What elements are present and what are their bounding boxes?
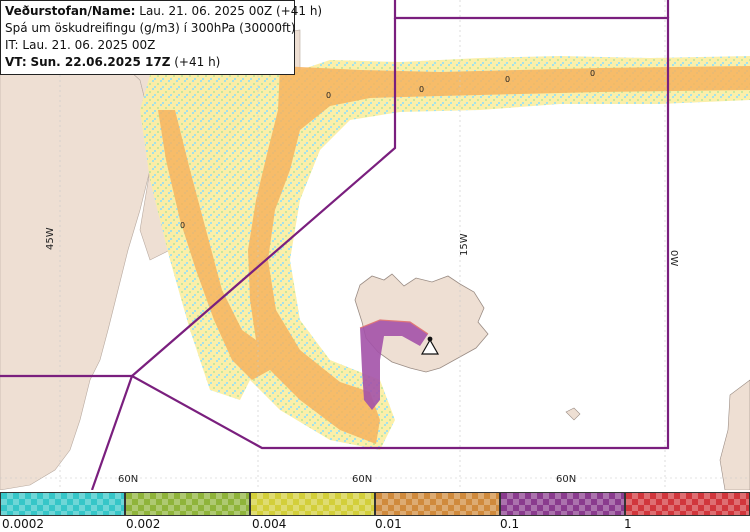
valid-time-line: VT: Sun. 22.06.2025 17Z (+41 h)	[5, 54, 290, 71]
ash-plume-high-edge	[359, 319, 429, 335]
legend-threshold-label: 0.1	[500, 517, 520, 531]
legend-threshold-label: 0.004	[252, 517, 287, 531]
name-value: Lau. 21. 06. 2025 00Z (+41 h)	[139, 4, 323, 18]
initial-time: IT: Lau. 21. 06. 2025 00Z	[5, 38, 156, 52]
concentration-legend: 0.0002 0.002 0.004 0.01 0.1 1	[0, 490, 750, 532]
lon-label-45w: 45W	[45, 227, 56, 250]
legend-threshold-label: 0.01	[375, 517, 402, 531]
contour-label: 0	[505, 75, 510, 84]
scandinavia-coast	[719, 379, 750, 490]
map-canvas: 45W 15W 0W 60N 60N 60N 0 0 0 0 0	[0, 0, 750, 490]
forecast-description: Spá um öskudreifingu (g/m3) í 300hPa (30…	[5, 21, 296, 35]
contour-label: 0	[590, 69, 595, 78]
name-key: Veðurstofan/Name:	[5, 4, 136, 18]
graticule-lines	[0, 0, 750, 490]
legend-bar-2	[250, 492, 375, 516]
legend-bar-0	[0, 492, 125, 516]
legend-bar-1	[125, 492, 250, 516]
lon-label-15w: 15W	[459, 233, 470, 256]
forecast-info-panel: Veðurstofan/Name: Lau. 21. 06. 2025 00Z …	[0, 0, 322, 75]
legend-threshold-label: 1	[624, 517, 632, 531]
contour-label: 0	[180, 221, 185, 230]
ash-plume-high	[360, 320, 428, 410]
contour-label: 0	[326, 91, 331, 100]
legend-threshold-label: 0.0002	[2, 517, 44, 531]
vt-offset: (+41 h)	[174, 55, 221, 69]
legend-bar-5	[625, 492, 750, 516]
name-line: Veðurstofan/Name: Lau. 21. 06. 2025 00Z …	[5, 3, 322, 20]
lon-label-0w: 0W	[668, 250, 679, 266]
legend-threshold-label: 0.002	[126, 517, 161, 531]
contour-label: 0	[419, 85, 424, 94]
lat-label-60n-3: 60N	[556, 474, 576, 485]
legend-bar-4	[500, 492, 625, 516]
legend-bar-3	[375, 492, 500, 516]
lat-label-60n-2: 60N	[352, 474, 372, 485]
fir-boundary	[0, 0, 670, 490]
iceland-landmass	[354, 273, 489, 373]
faroe-islands	[565, 407, 581, 421]
lat-label-60n-1: 60N	[118, 474, 138, 485]
volcano-icon	[420, 336, 440, 355]
vt-key: VT:	[5, 55, 27, 69]
vt-date: Sun. 22.06.2025 17Z	[30, 55, 171, 69]
